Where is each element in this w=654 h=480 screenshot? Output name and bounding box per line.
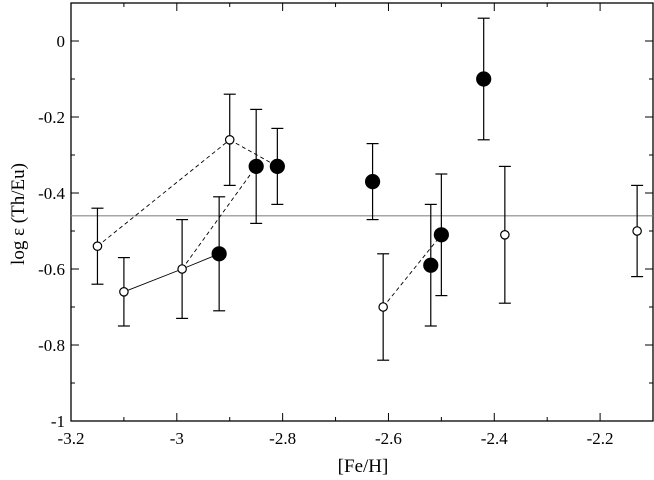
connector-line <box>123 268 183 293</box>
data-point-open <box>92 241 103 251</box>
y-tick-label: -0.2 <box>38 108 65 127</box>
data-point-open <box>119 286 129 297</box>
data-point-open <box>224 135 235 145</box>
connector-line <box>97 139 231 247</box>
data-point-open <box>500 230 510 240</box>
plot-frame <box>70 2 654 422</box>
x-tick-label: -2.4 <box>481 429 508 448</box>
data-point-filled <box>211 246 227 262</box>
y-tick-label: -0.6 <box>38 260 65 279</box>
x-tick-label: -3.2 <box>58 429 85 448</box>
data-point-filled <box>364 174 381 190</box>
connector-line <box>229 139 278 167</box>
data-point-filled <box>248 158 264 174</box>
x-tick-label: -2.6 <box>375 429 402 448</box>
data-point-open <box>177 264 187 274</box>
y-axis-label: log ε (Th/Eu) <box>8 163 29 265</box>
connector-line <box>382 234 442 308</box>
y-tick-label: -0.4 <box>38 184 65 203</box>
data-point-filled <box>476 71 492 87</box>
x-tick-label: -2.2 <box>587 429 614 448</box>
data-point-open <box>632 226 642 236</box>
x-tick-label: -3 <box>170 429 184 448</box>
x-axis-label: [Fe/H] <box>338 456 389 477</box>
plot-area: -3.2 -3 -2.8 -2.6 -2.4 -2.2 -1 -0.8 -0.6 -0.4 -0.2… <box>38 2 654 448</box>
data-point-filled <box>269 158 285 174</box>
y-tick-label: 0 <box>57 32 66 51</box>
y-tick-label: -0.8 <box>38 336 65 355</box>
data-point-filled <box>433 227 449 243</box>
data-point-filled <box>423 257 439 273</box>
x-tick-label: -2.8 <box>269 429 296 448</box>
y-tick-label: -1 <box>51 412 65 431</box>
data-point-open <box>378 302 388 312</box>
